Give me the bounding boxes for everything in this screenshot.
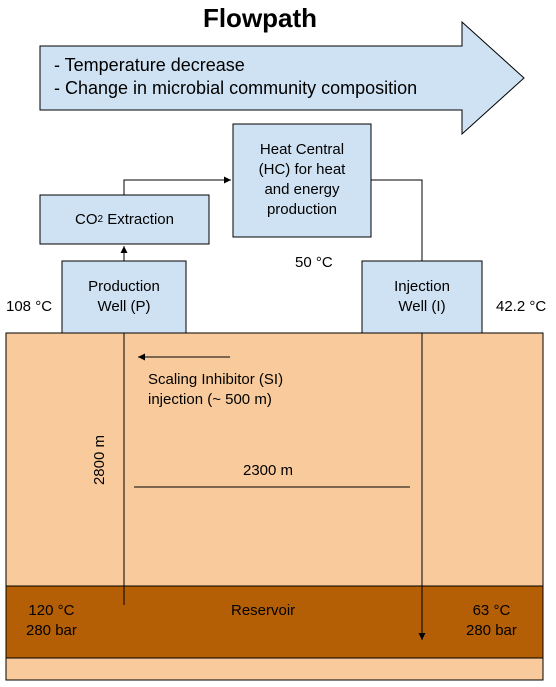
temp-injection-label: 42.2 °C [496, 298, 547, 315]
production-well-line-1: Production [88, 278, 160, 295]
reservoir-label: Reservoir [231, 602, 296, 619]
reservoir-right-temp: 63 °C [472, 602, 511, 619]
co2-prefix: CO [75, 210, 98, 228]
reservoir-left-pressure: 280 bar [26, 622, 77, 639]
reservoir-right-pressure: 280 bar [466, 622, 517, 639]
page-title: Flowpath [202, 3, 318, 33]
reservoir-layer [5, 585, 544, 659]
injection-well-label: Injection Well (I) [362, 271, 482, 323]
reservoir-left-conditions: 120 °C 280 bar [26, 601, 77, 641]
flowpath-arrow [39, 20, 525, 136]
reservoir-left-temp: 120 °C [28, 602, 75, 619]
co2-to-heat-central-arrow [123, 176, 231, 195]
co2-extraction-label: CO 2 Extraction [40, 195, 209, 244]
temp-hc-label: 50 °C [295, 254, 333, 271]
heat-central-line-2: (HC) for heat [258, 161, 346, 178]
distance-label: 2300 m [243, 462, 294, 479]
production-well-box [61, 260, 187, 334]
reservoir-right-conditions: 63 °C 280 bar [466, 601, 517, 641]
depth-label: 2800 m [91, 434, 108, 486]
temp-production-label: 108 °C [6, 298, 53, 315]
production-well-line-2: Well (P) [97, 298, 151, 315]
heat-central-line-4: production [266, 201, 338, 218]
scaling-inhibitor-line-1: Scaling Inhibitor (SI) [148, 371, 284, 388]
production-well-label: Production Well (P) [62, 271, 186, 323]
flow-arrow-line-2: - Change in microbial community composit… [54, 78, 418, 98]
heat-central-to-injection-line [371, 179, 423, 261]
heat-central-line-3: and energy [264, 181, 340, 198]
injection-well-line-1: Injection [394, 278, 450, 295]
heat-central-label: Heat Central (HC) for heat and energy pr… [233, 138, 371, 222]
ground-layer [5, 332, 544, 587]
co2-subscript: 2 [97, 213, 104, 225]
bottom-layer [5, 657, 544, 681]
scaling-inhibitor-line-2: injection (~ 500 m) [148, 391, 272, 408]
scaling-inhibitor-label: Scaling Inhibitor (SI) injection (~ 500 … [148, 370, 283, 410]
co2-extraction-box [39, 194, 210, 245]
co2-suffix: Extraction [103, 210, 174, 228]
flow-arrow-text: - Temperature decrease - Change in micro… [54, 54, 417, 100]
flow-arrow-line-1: - Temperature decrease [54, 55, 245, 75]
heat-central-line-1: Heat Central [259, 141, 345, 158]
injection-well-box [361, 260, 483, 334]
injection-well-line-2: Well (I) [398, 298, 446, 315]
heat-central-box [232, 123, 372, 238]
